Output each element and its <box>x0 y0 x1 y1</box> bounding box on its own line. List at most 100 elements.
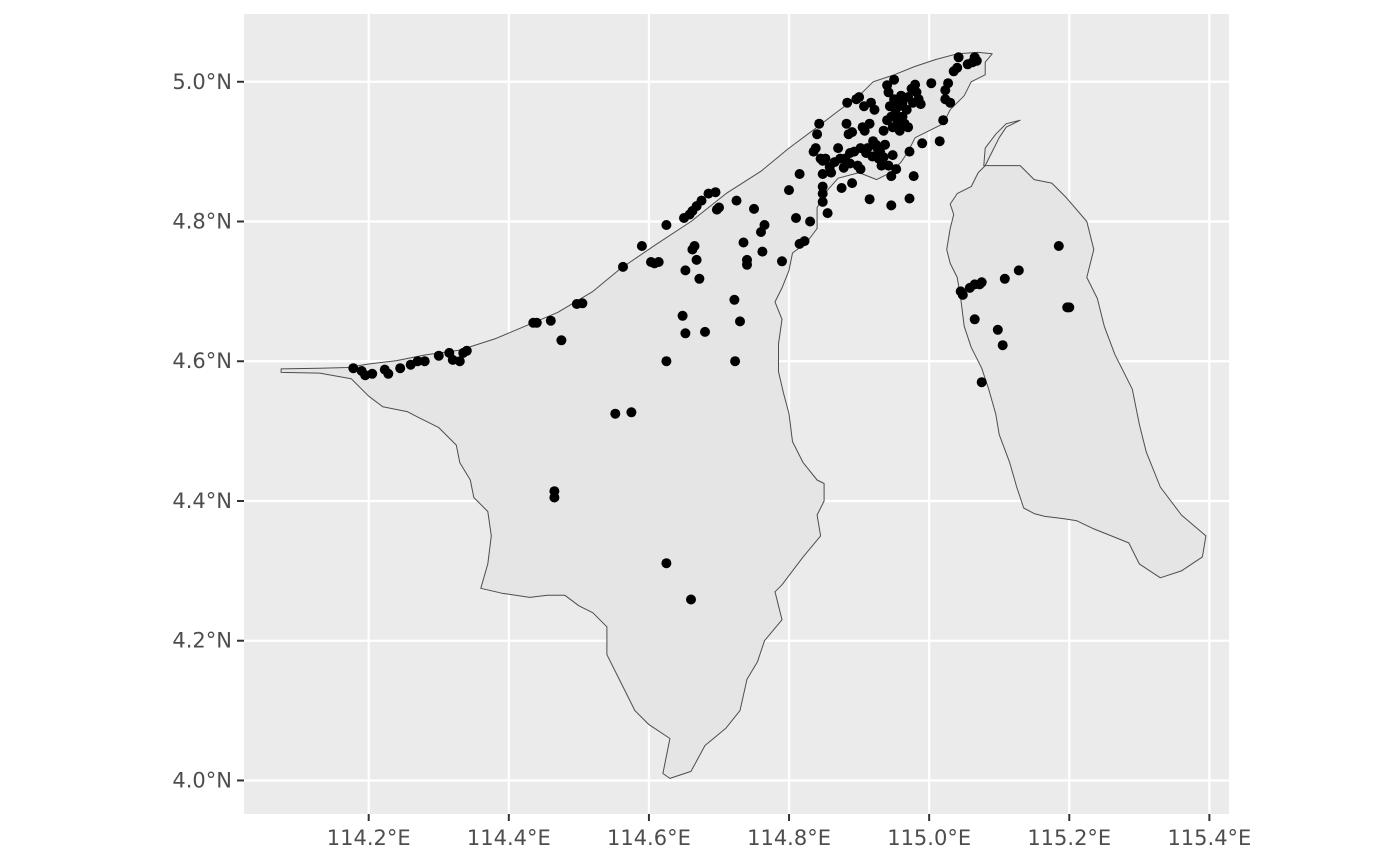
data-point <box>878 152 889 163</box>
data-point <box>894 125 905 136</box>
data-point <box>883 87 894 98</box>
data-point <box>820 153 831 164</box>
data-point <box>686 594 696 605</box>
data-point <box>842 97 853 108</box>
data-point <box>710 187 721 198</box>
x-tick-label: 115.2°E <box>1027 826 1111 850</box>
data-point <box>908 171 919 182</box>
data-point <box>661 356 672 367</box>
data-point <box>943 78 954 89</box>
data-point <box>969 314 980 325</box>
data-point <box>711 204 722 215</box>
data-point <box>777 256 787 267</box>
data-point <box>854 92 865 103</box>
data-point <box>618 261 628 272</box>
data-point <box>729 294 740 305</box>
data-point <box>862 143 873 154</box>
data-point <box>878 125 889 136</box>
x-tick-label: 114.8°E <box>747 826 831 850</box>
data-point <box>419 356 430 367</box>
data-point <box>841 118 852 129</box>
data-point <box>836 183 847 193</box>
data-point <box>880 139 890 150</box>
x-tick-label: 115.0°E <box>887 826 971 850</box>
land-polygon-2 <box>946 119 1207 579</box>
data-point <box>992 324 1003 335</box>
data-point <box>757 246 768 257</box>
data-point <box>799 236 810 247</box>
y-tick-label: 4.0°N <box>172 768 232 792</box>
data-point <box>904 193 915 204</box>
data-point <box>817 169 828 179</box>
data-point <box>887 150 898 161</box>
y-tick-label: 4.4°N <box>172 489 232 513</box>
data-point <box>735 316 745 327</box>
data-point <box>926 78 937 89</box>
data-point <box>952 62 963 73</box>
data-point <box>945 97 956 108</box>
data-point <box>805 216 816 227</box>
data-point <box>531 317 542 328</box>
data-point <box>864 194 875 205</box>
data-point <box>367 368 378 379</box>
data-point <box>677 310 688 321</box>
data-point <box>759 220 770 230</box>
data-point <box>1013 265 1024 276</box>
y-tick-label: 4.6°N <box>172 349 232 373</box>
data-point <box>626 407 637 418</box>
data-point <box>636 241 647 251</box>
y-axis: 4.0°N 4.2°N 4.4°N 4.6°N 4.8°N 5.0°N <box>172 70 244 792</box>
data-point <box>886 200 897 211</box>
data-point <box>869 104 880 115</box>
data-point <box>817 181 828 192</box>
data-point <box>689 241 700 251</box>
data-point <box>826 167 837 178</box>
data-point <box>749 203 759 214</box>
data-point <box>847 178 858 189</box>
data-point <box>883 160 894 171</box>
data-point <box>845 158 855 169</box>
data-point <box>904 146 915 157</box>
data-point <box>859 125 870 136</box>
data-point <box>886 171 897 182</box>
y-tick-label: 5.0°N <box>172 70 232 94</box>
data-point <box>814 118 825 129</box>
data-point <box>1064 302 1075 313</box>
data-point <box>433 350 444 361</box>
data-point <box>903 122 914 133</box>
data-point <box>817 196 828 207</box>
data-point <box>999 273 1010 284</box>
data-point <box>700 326 710 337</box>
data-point <box>791 213 801 223</box>
data-point <box>549 492 560 503</box>
data-point <box>915 99 926 110</box>
data-point <box>680 328 691 339</box>
data-point <box>348 363 359 374</box>
data-point <box>891 164 902 175</box>
data-point <box>812 129 823 140</box>
data-point <box>661 220 672 230</box>
data-point <box>577 298 588 309</box>
data-point <box>412 356 423 367</box>
data-point <box>653 257 664 267</box>
data-point <box>817 188 828 199</box>
data-point <box>822 208 833 219</box>
x-tick-label: 115.4°E <box>1167 826 1251 850</box>
data-point <box>976 377 987 388</box>
data-point <box>545 315 556 326</box>
data-point <box>955 286 966 297</box>
x-tick-label: 114.2°E <box>327 826 411 850</box>
x-tick-label: 114.4°E <box>467 826 551 850</box>
data-point <box>461 345 472 356</box>
data-point <box>876 160 887 171</box>
data-point <box>938 115 949 126</box>
data-point <box>953 52 964 63</box>
data-point <box>910 79 921 90</box>
data-point <box>901 104 912 115</box>
x-axis: 114.2°E 114.4°E 114.6°E 114.8°E 115.0°E 115.2… <box>327 814 1251 850</box>
data-point <box>997 340 1008 351</box>
y-tick-label: 4.2°N <box>172 629 232 653</box>
data-point <box>556 335 567 346</box>
data-point <box>610 408 621 419</box>
